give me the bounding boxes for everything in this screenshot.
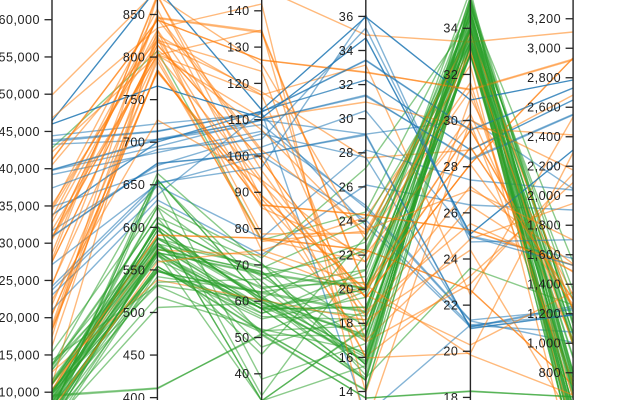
svg-text:1,000: 1,000 [527, 337, 561, 351]
svg-text:22: 22 [443, 299, 458, 313]
svg-text:15,000: 15,000 [0, 348, 40, 362]
svg-text:20: 20 [443, 345, 458, 359]
svg-text:28: 28 [443, 160, 458, 174]
svg-text:140: 140 [227, 4, 250, 18]
svg-text:20: 20 [339, 283, 354, 297]
svg-text:30: 30 [443, 114, 458, 128]
svg-text:800: 800 [123, 50, 146, 64]
svg-text:2,400: 2,400 [527, 130, 561, 144]
svg-text:32: 32 [443, 68, 458, 82]
svg-text:3,000: 3,000 [527, 42, 561, 56]
svg-text:70: 70 [235, 258, 250, 272]
svg-text:20,000: 20,000 [0, 311, 40, 325]
svg-text:30: 30 [339, 112, 354, 126]
svg-text:14: 14 [339, 385, 354, 399]
svg-text:45,000: 45,000 [0, 125, 40, 139]
svg-text:750: 750 [123, 93, 146, 107]
svg-text:2,800: 2,800 [527, 71, 561, 85]
svg-text:800: 800 [539, 366, 562, 380]
svg-text:700: 700 [123, 136, 146, 150]
svg-text:30,000: 30,000 [0, 237, 40, 251]
svg-text:100: 100 [227, 149, 250, 163]
svg-text:36: 36 [339, 10, 354, 24]
svg-text:2,600: 2,600 [527, 101, 561, 115]
svg-text:2,200: 2,200 [527, 160, 561, 174]
svg-text:400: 400 [123, 391, 146, 400]
svg-text:18: 18 [443, 391, 458, 400]
svg-text:40,000: 40,000 [0, 162, 40, 176]
svg-text:130: 130 [227, 41, 250, 55]
svg-text:10,000: 10,000 [0, 386, 40, 400]
svg-text:60,000: 60,000 [0, 13, 40, 27]
svg-text:110: 110 [228, 113, 250, 127]
svg-text:500: 500 [123, 306, 146, 320]
svg-text:90: 90 [235, 186, 250, 200]
svg-text:34: 34 [443, 22, 458, 36]
svg-text:40: 40 [235, 367, 250, 381]
svg-text:60: 60 [235, 295, 250, 309]
svg-text:650: 650 [123, 178, 146, 192]
svg-text:24: 24 [443, 252, 458, 266]
svg-text:32: 32 [339, 78, 354, 92]
svg-text:34: 34 [339, 44, 354, 58]
svg-text:18: 18 [339, 317, 354, 331]
svg-text:24: 24 [339, 214, 354, 228]
svg-text:50: 50 [235, 331, 250, 345]
svg-text:28: 28 [339, 146, 354, 160]
svg-text:25,000: 25,000 [0, 274, 40, 288]
svg-text:80: 80 [235, 222, 250, 236]
svg-text:850: 850 [123, 8, 146, 22]
svg-text:1,200: 1,200 [527, 307, 561, 321]
svg-text:2,000: 2,000 [527, 189, 561, 203]
svg-text:1,600: 1,600 [527, 248, 561, 262]
svg-text:50,000: 50,000 [0, 88, 40, 102]
svg-text:22: 22 [339, 249, 354, 263]
svg-text:1,400: 1,400 [527, 278, 561, 292]
svg-text:26: 26 [339, 180, 354, 194]
svg-text:550: 550 [123, 263, 146, 277]
svg-text:450: 450 [123, 348, 146, 362]
svg-text:120: 120 [227, 77, 250, 91]
svg-text:26: 26 [443, 206, 458, 220]
svg-text:1,800: 1,800 [527, 219, 561, 233]
svg-text:16: 16 [339, 351, 354, 365]
svg-text:600: 600 [123, 221, 146, 235]
svg-text:3,200: 3,200 [527, 12, 561, 26]
svg-text:55,000: 55,000 [0, 50, 40, 64]
svg-text:35,000: 35,000 [0, 199, 40, 213]
